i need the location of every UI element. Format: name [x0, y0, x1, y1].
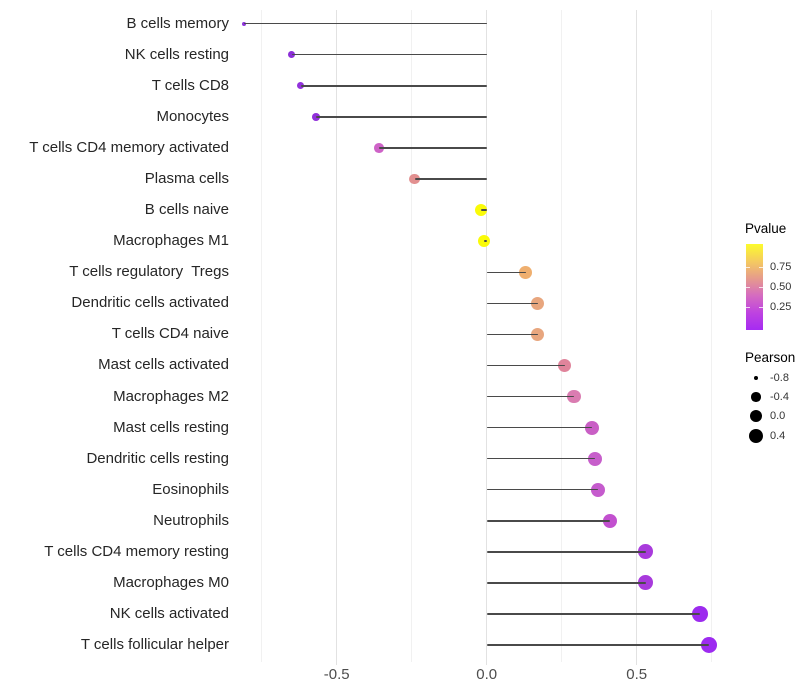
pvalue-legend-tick-label: 0.25 — [770, 301, 792, 313]
pearson-legend-title: Pearson — [745, 350, 796, 365]
pvalue-colorbar-tick-mark — [746, 287, 750, 288]
y-axis-label: Macrophages M1 — [113, 232, 229, 250]
pvalue-colorbar-tick-mark — [746, 307, 750, 308]
data-point-dot — [590, 482, 605, 497]
lollipop-stem — [486, 302, 538, 305]
data-point-dot — [297, 82, 305, 90]
pvalue-colorbar-tick-mark — [746, 267, 750, 268]
lollipop-stem — [243, 23, 487, 25]
lollipop-stem — [486, 395, 574, 398]
pearson-legend-label: 0.0 — [770, 410, 786, 422]
gridline-major — [486, 10, 488, 665]
lollipop-stem — [486, 457, 595, 460]
pearson-legend-label: 0.4 — [770, 430, 786, 442]
data-point-dot — [409, 173, 420, 185]
x-axis-tick-label: 0.5 — [626, 666, 648, 683]
y-axis-label: B cells memory — [126, 14, 229, 32]
lollipop-stem — [486, 644, 709, 646]
lollipop-stem — [291, 54, 487, 56]
lollipop-stem — [486, 271, 526, 273]
gridline-major — [336, 10, 338, 665]
pearson-legend-dot — [749, 409, 763, 423]
data-point-dot — [531, 296, 545, 310]
lollipop-stem — [378, 147, 487, 149]
y-axis-label: T cells follicular helper — [80, 636, 229, 654]
x-axis-tick-label: 0.0 — [476, 666, 498, 683]
data-point-dot — [587, 451, 602, 466]
y-axis-label: Dendritic cells resting — [86, 449, 229, 467]
y-axis-label: T cells CD4 memory resting — [44, 542, 229, 560]
data-point-dot — [638, 544, 654, 560]
y-axis-label: T cells CD8 — [151, 76, 229, 94]
pvalue-colorbar-tick-mark — [759, 307, 763, 308]
y-axis-label: Eosinophils — [152, 480, 229, 498]
pvalue-legend-title: Pvalue — [745, 221, 787, 236]
y-axis-label: T cells regulatory Tregs — [69, 263, 229, 281]
data-point-dot — [519, 265, 533, 279]
lollipop-stem — [486, 426, 592, 429]
y-axis-label: Plasma cells — [144, 170, 229, 188]
y-axis-label: NK cells resting — [124, 45, 229, 63]
y-axis-label: Neutrophils — [153, 511, 229, 529]
y-axis-label: T cells CD4 naive — [111, 325, 229, 343]
pearson-legend-dot — [753, 375, 759, 381]
y-axis-label: Monocytes — [156, 107, 229, 125]
y-axis-label: Macrophages M0 — [113, 573, 229, 591]
lollipop-stem — [486, 613, 700, 615]
lollipop-stem — [486, 333, 538, 336]
x-axis-tick-label: -0.5 — [323, 666, 350, 683]
y-axis-label: B cells naive — [144, 201, 229, 219]
lollipop-stem — [486, 520, 610, 522]
y-axis-label: T cells CD4 memory activated — [29, 138, 229, 156]
data-point-dot — [531, 327, 545, 341]
y-axis-label: Dendritic cells activated — [71, 294, 229, 312]
y-axis-label: NK cells activated — [109, 605, 229, 623]
y-axis-label: Mast cells activated — [98, 356, 229, 374]
pearson-legend-label: -0.4 — [770, 391, 789, 403]
gridline-minor — [411, 10, 413, 662]
lollipop-stem — [486, 551, 646, 553]
data-point-dot — [691, 606, 708, 622]
lollipop-stem — [315, 116, 487, 118]
pvalue-legend-tick-label: 0.50 — [770, 281, 792, 293]
gridline-major — [636, 10, 638, 665]
lollipop-stem — [414, 178, 487, 180]
pvalue-legend-tick-label: 0.75 — [770, 261, 792, 273]
lollipop-stem — [486, 489, 598, 491]
y-axis-label: Mast cells resting — [113, 418, 229, 436]
lollipop-stem — [300, 85, 487, 87]
data-point-dot — [638, 575, 654, 591]
y-axis-label: Macrophages M2 — [113, 387, 229, 405]
lollipop-stem — [483, 240, 487, 242]
gridline-minor — [711, 10, 713, 662]
pvalue-colorbar — [746, 244, 763, 330]
pearson-legend-label: -0.8 — [770, 372, 789, 384]
pvalue-colorbar-tick-mark — [759, 287, 763, 288]
lollipop-stem — [486, 364, 565, 367]
pearson-legend-dot — [748, 428, 764, 444]
pvalue-colorbar-tick-mark — [759, 267, 763, 268]
gridline-minor — [261, 10, 263, 662]
lollipop-stem — [480, 209, 487, 211]
data-point-dot — [584, 420, 599, 435]
pearson-legend-dot — [751, 392, 761, 402]
lollipop-stem — [486, 582, 646, 584]
data-point-dot — [602, 513, 617, 528]
gridline-minor — [561, 10, 563, 662]
